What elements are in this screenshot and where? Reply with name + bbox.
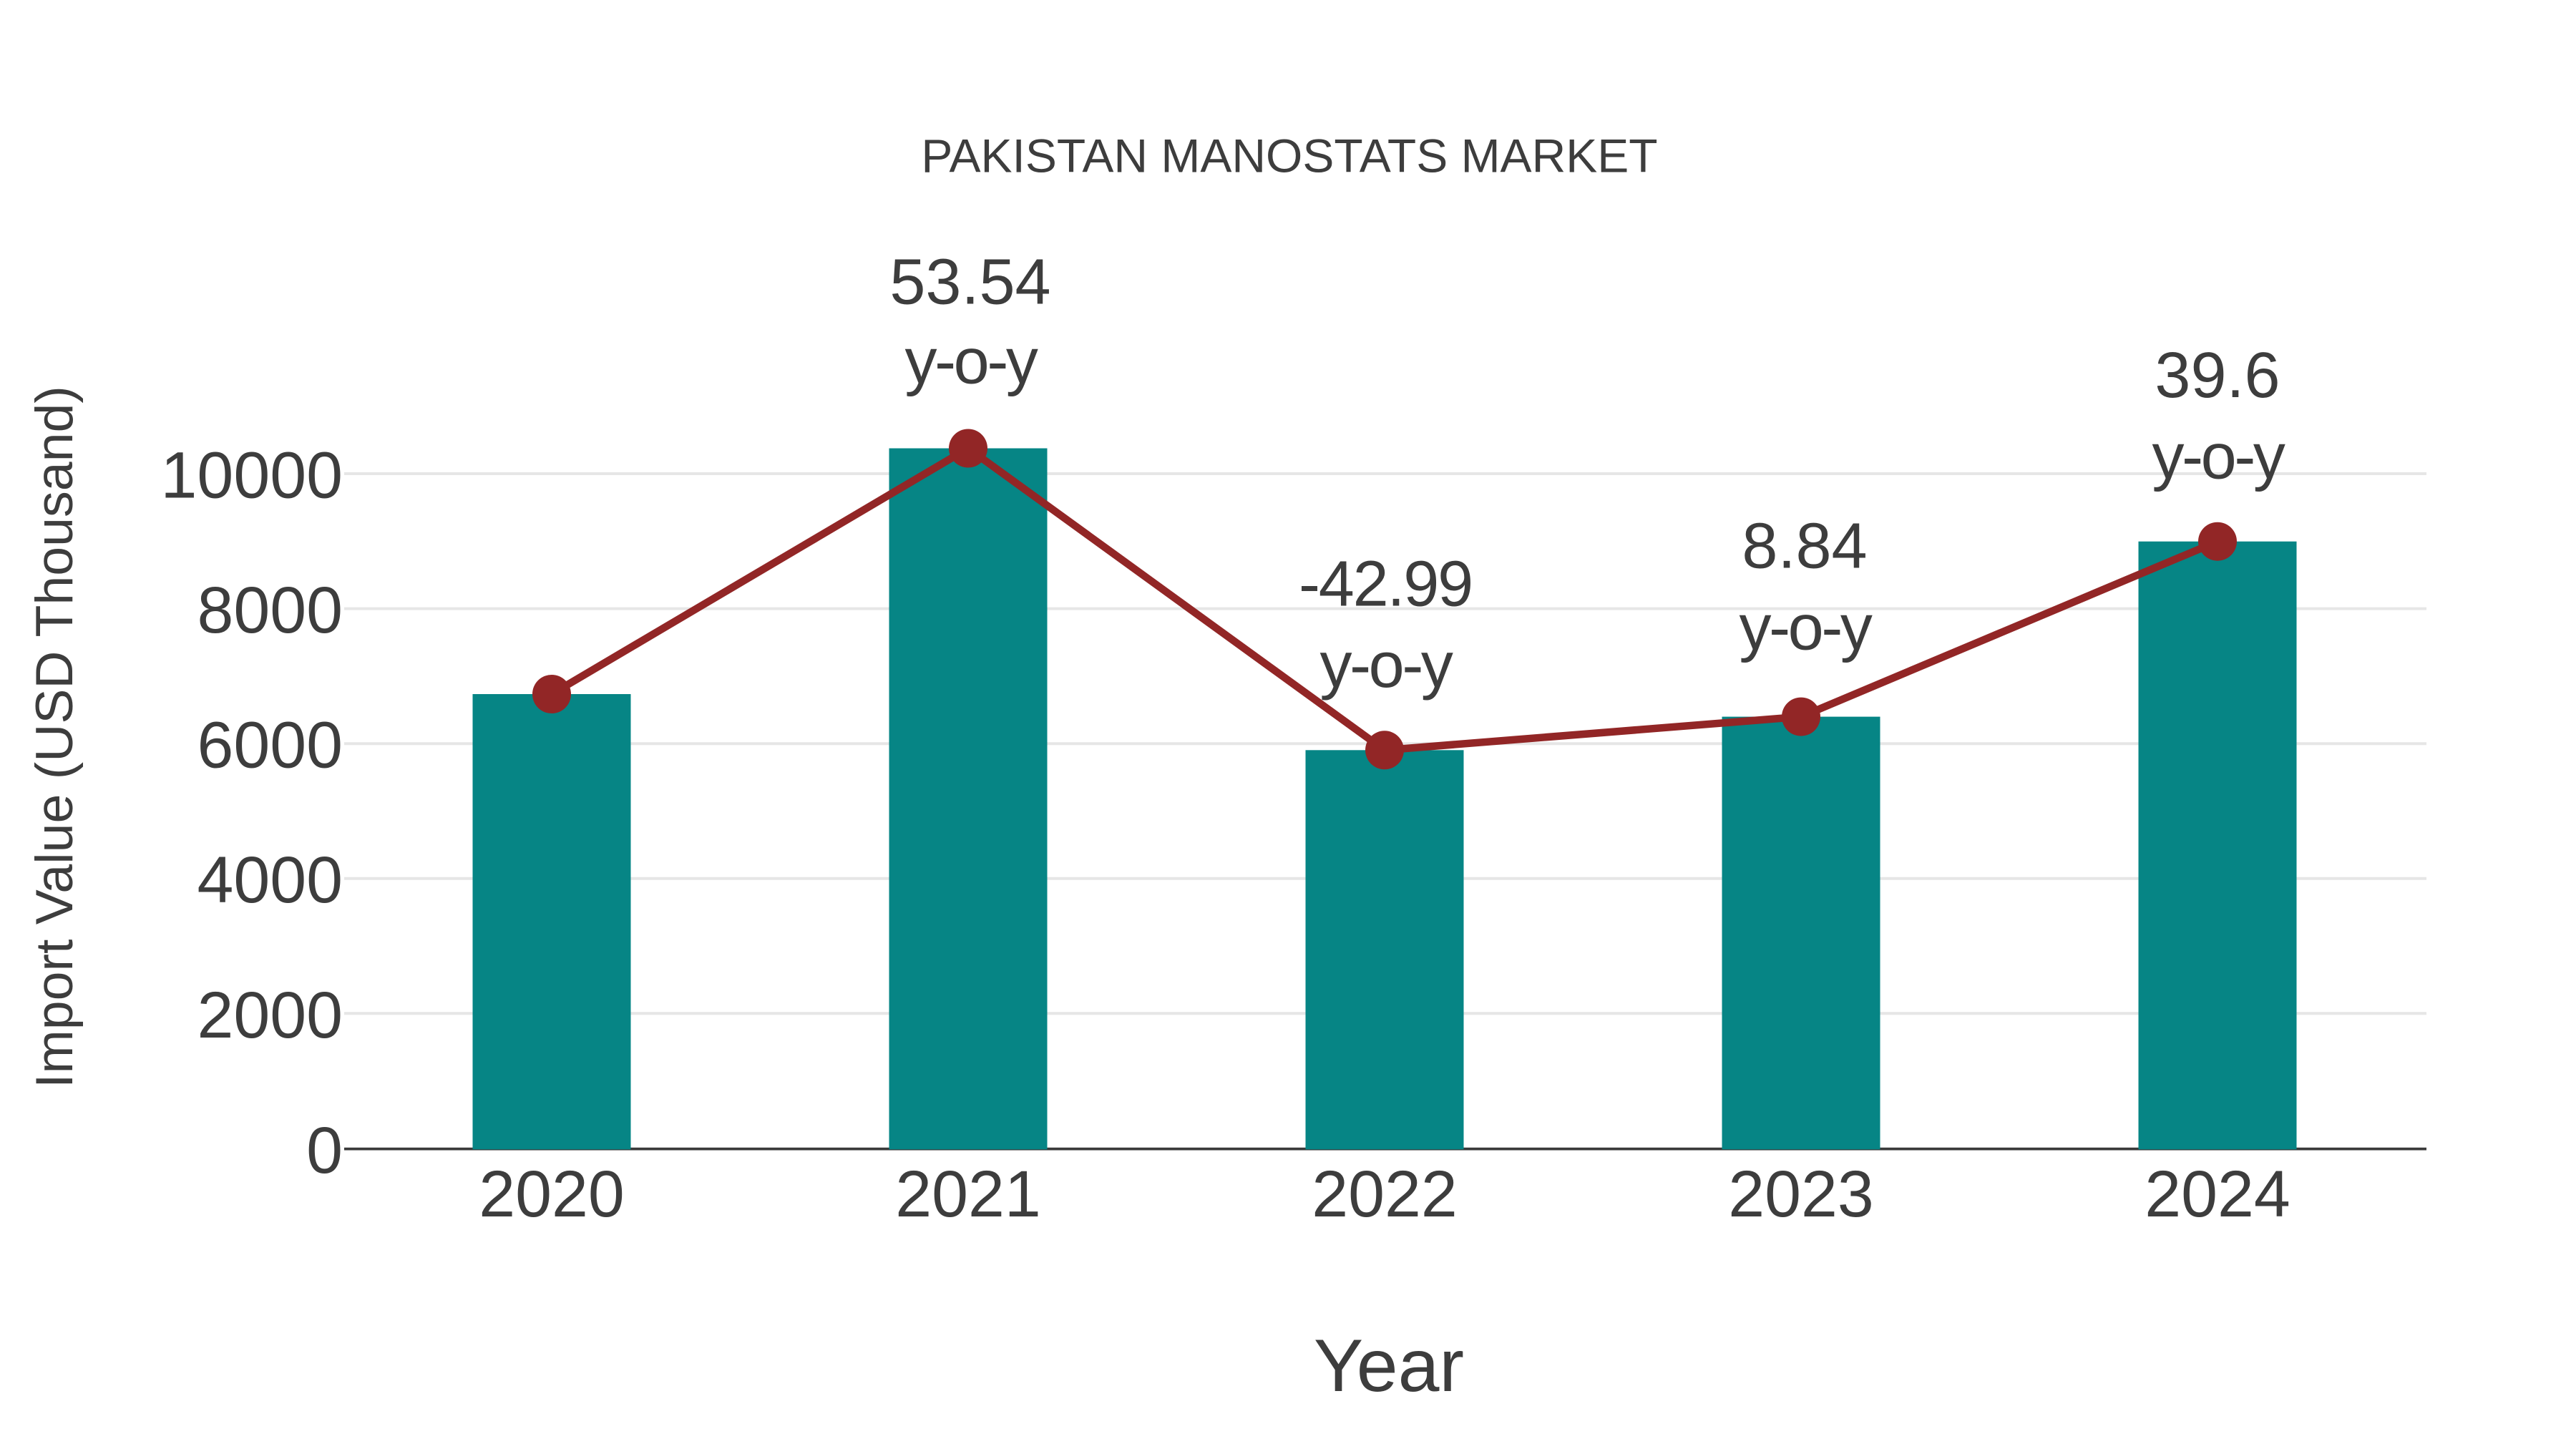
svg-text:10000: 10000: [161, 439, 343, 512]
svg-text:Year: Year: [1314, 1324, 1464, 1407]
svg-text:y-o-y: y-o-y: [1740, 592, 1873, 664]
svg-text:53.54: 53.54: [889, 247, 1050, 318]
svg-text:6000: 6000: [197, 709, 343, 782]
svg-text:4000: 4000: [197, 844, 343, 917]
svg-text:39.6: 39.6: [2155, 340, 2280, 411]
svg-text:PAKISTAN MANOSTATS MARKET: PAKISTAN MANOSTATS MARKET: [921, 130, 1657, 182]
svg-text:y-o-y: y-o-y: [905, 326, 1038, 398]
svg-text:2022: 2022: [1312, 1158, 1458, 1231]
svg-text:2000: 2000: [197, 979, 343, 1052]
svg-text:-42.99: -42.99: [1299, 549, 1472, 620]
svg-text:2021: 2021: [895, 1158, 1041, 1231]
svg-text:y-o-y: y-o-y: [1320, 630, 1453, 701]
svg-text:2023: 2023: [1728, 1158, 1874, 1231]
svg-text:8.84: 8.84: [1742, 511, 1867, 582]
svg-text:y-o-y: y-o-y: [2152, 421, 2285, 493]
svg-text:Import Value (USD Thousand): Import Value (USD Thousand): [24, 386, 84, 1088]
svg-text:2024: 2024: [2145, 1158, 2290, 1231]
svg-text:0: 0: [306, 1114, 343, 1187]
svg-text:8000: 8000: [197, 574, 343, 647]
svg-text:2020: 2020: [479, 1158, 625, 1231]
